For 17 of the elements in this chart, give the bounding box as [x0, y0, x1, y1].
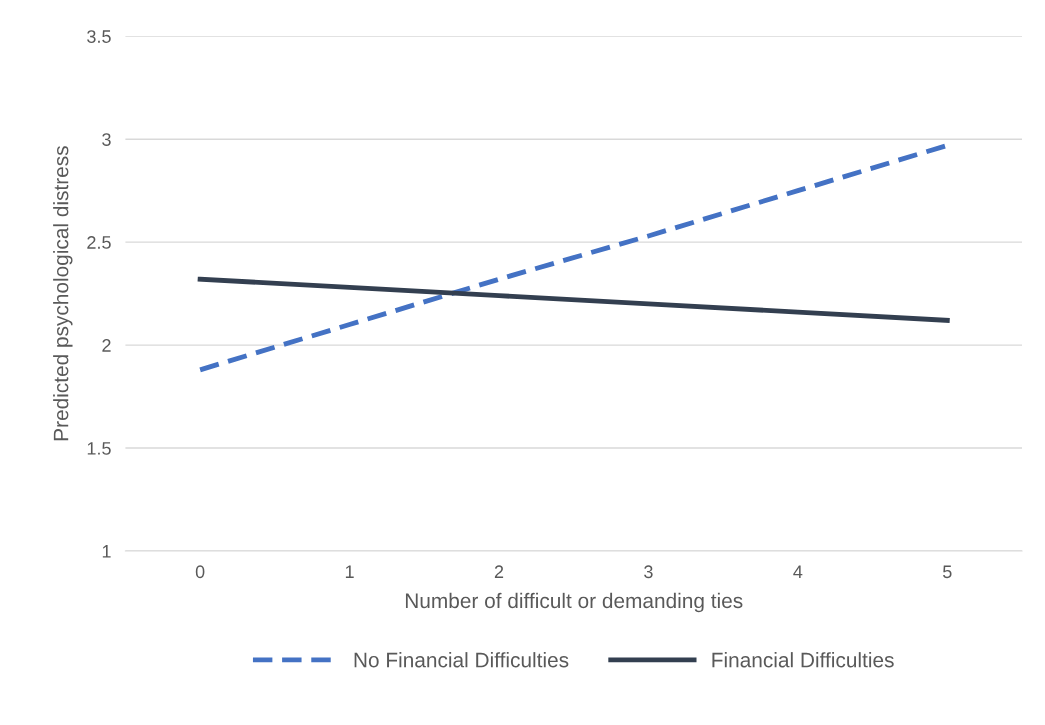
x-tick-label: 1: [345, 565, 354, 578]
x-tick-label: 2: [494, 565, 504, 578]
legend-label: Financial Difficulties: [712, 652, 894, 668]
y-tick-label: 1: [102, 545, 111, 558]
x-tick-label: 5: [942, 565, 952, 579]
x-tick-label: 4: [793, 565, 803, 578]
y-tick-label: 2: [102, 339, 111, 352]
x-tick-label: 3: [644, 565, 653, 579]
y-axis-title: Predicted psychological distress: [53, 146, 73, 441]
x-axis-title: Number of difficult or demanding ties: [405, 592, 743, 613]
x-tick-label: 0: [195, 565, 205, 579]
y-tick-label: 2.5: [87, 236, 111, 249]
y-tick-label: 3: [102, 133, 111, 146]
legend-label: No Financial Difficulties: [354, 652, 569, 668]
y-tick-label: 1.5: [87, 442, 111, 455]
line-series: [197, 276, 950, 323]
y-tick-label: 3.5: [87, 30, 111, 43]
